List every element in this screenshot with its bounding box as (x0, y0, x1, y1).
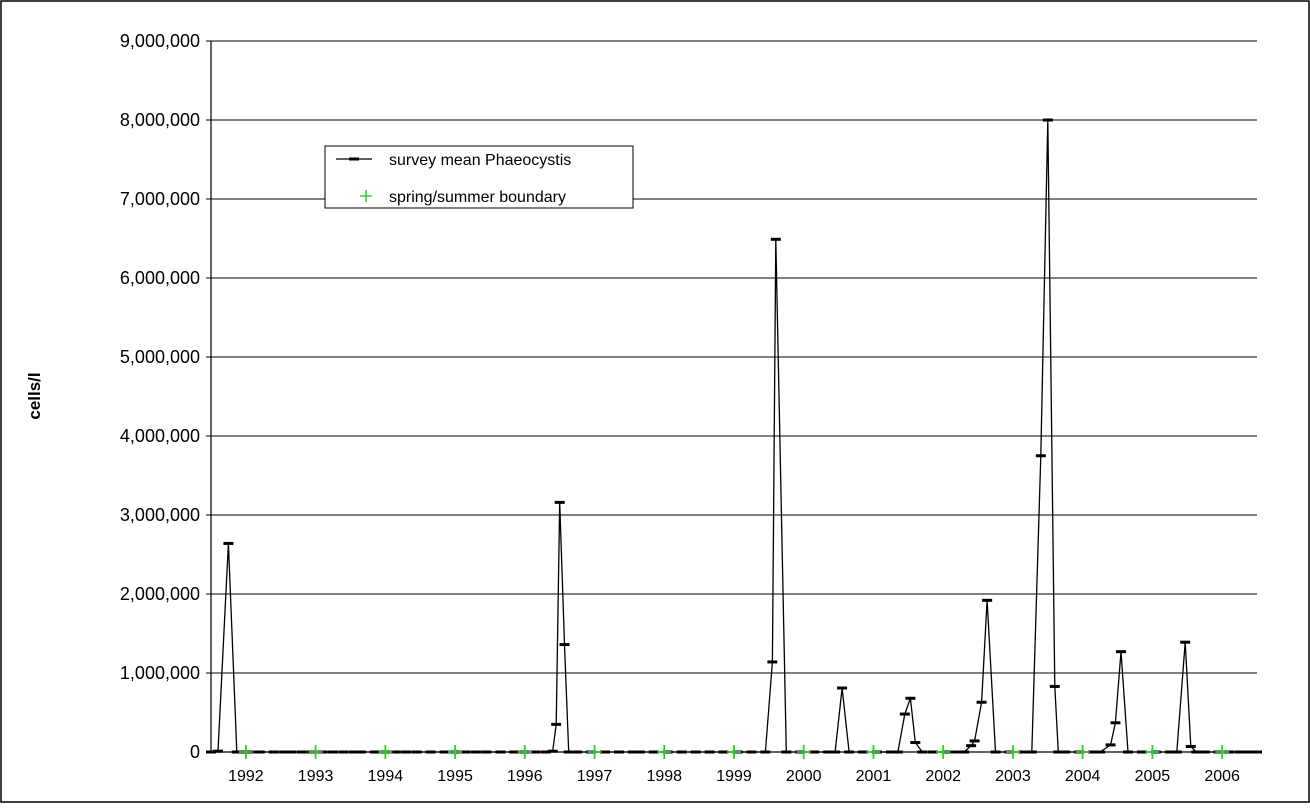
y-tick-label: 1,000,000 (120, 663, 200, 683)
y-tick-label: 0 (190, 742, 200, 762)
x-tick-label: 1995 (437, 768, 473, 785)
boundary-marker (796, 745, 811, 759)
boundary-marker (1145, 745, 1160, 759)
y-tick-label: 4,000,000 (120, 426, 200, 446)
legend-item-boundary: spring/summer boundary (360, 189, 566, 206)
boundary-marker (1215, 745, 1230, 759)
boundary-marker (238, 745, 253, 759)
boundary-marker (727, 745, 741, 759)
boundary-marker (1075, 745, 1090, 759)
x-tick-label: 2001 (856, 768, 892, 785)
x-tick-label: 2004 (1065, 768, 1101, 785)
boundary-layer (238, 745, 1230, 759)
boundary-marker (866, 745, 881, 759)
boundary-marker (448, 745, 463, 759)
boundary-marker (657, 745, 672, 759)
y-tick-labels: 0 1,000,000 2,000,000 3,000,000 4,000,000 5,0… (120, 31, 200, 762)
y-tick-label: 3,000,000 (120, 505, 200, 525)
x-tick-label: 1997 (577, 768, 613, 785)
boundary-marker (308, 745, 323, 759)
y-tick-label: 2,000,000 (120, 584, 200, 604)
legend-label-boundary: spring/summer boundary (389, 189, 566, 206)
boundary-marker (378, 745, 393, 759)
y-tick-label: 7,000,000 (120, 189, 200, 209)
boundary-marker (1005, 745, 1020, 759)
y-tick-label: 5,000,000 (120, 347, 200, 367)
x-tick-label: 1994 (368, 768, 404, 785)
legend: survey mean Phaeocystis spring/summer bo… (324, 145, 634, 209)
x-tick-label: 1993 (298, 768, 334, 785)
x-tick-label: 2000 (786, 768, 822, 785)
legend-box (324, 145, 634, 209)
y-tick-label: 8,000,000 (120, 110, 200, 130)
y-axis-label: cells/l (25, 372, 44, 419)
x-tick-label: 1999 (716, 768, 752, 785)
x-tick-labels: 1992 1993 1994 1995 1996 1997 1998 1999 2000 2001… (228, 768, 1240, 785)
x-tick-label: 1998 (646, 768, 682, 785)
boundary-marker (517, 745, 532, 759)
x-tick-label: 1996 (507, 768, 543, 785)
x-tick-label: 1992 (228, 768, 264, 785)
x-tick-label: 2006 (1204, 768, 1240, 785)
x-tick-label: 2003 (995, 768, 1031, 785)
boundary-marker (587, 745, 602, 759)
grid-layer (211, 40, 1257, 674)
legend-plus-marker (360, 190, 372, 202)
x-tick-label: 2002 (925, 768, 961, 785)
legend-item-phaeocystis: survey mean Phaeocystis (336, 152, 571, 169)
y-tick-label: 6,000,000 (120, 268, 200, 288)
boundary-marker (936, 745, 951, 759)
x-tick-label: 2005 (1135, 768, 1171, 785)
legend-label-phaeocystis: survey mean Phaeocystis (389, 152, 571, 169)
y-tick-label: 9,000,000 (120, 31, 200, 51)
